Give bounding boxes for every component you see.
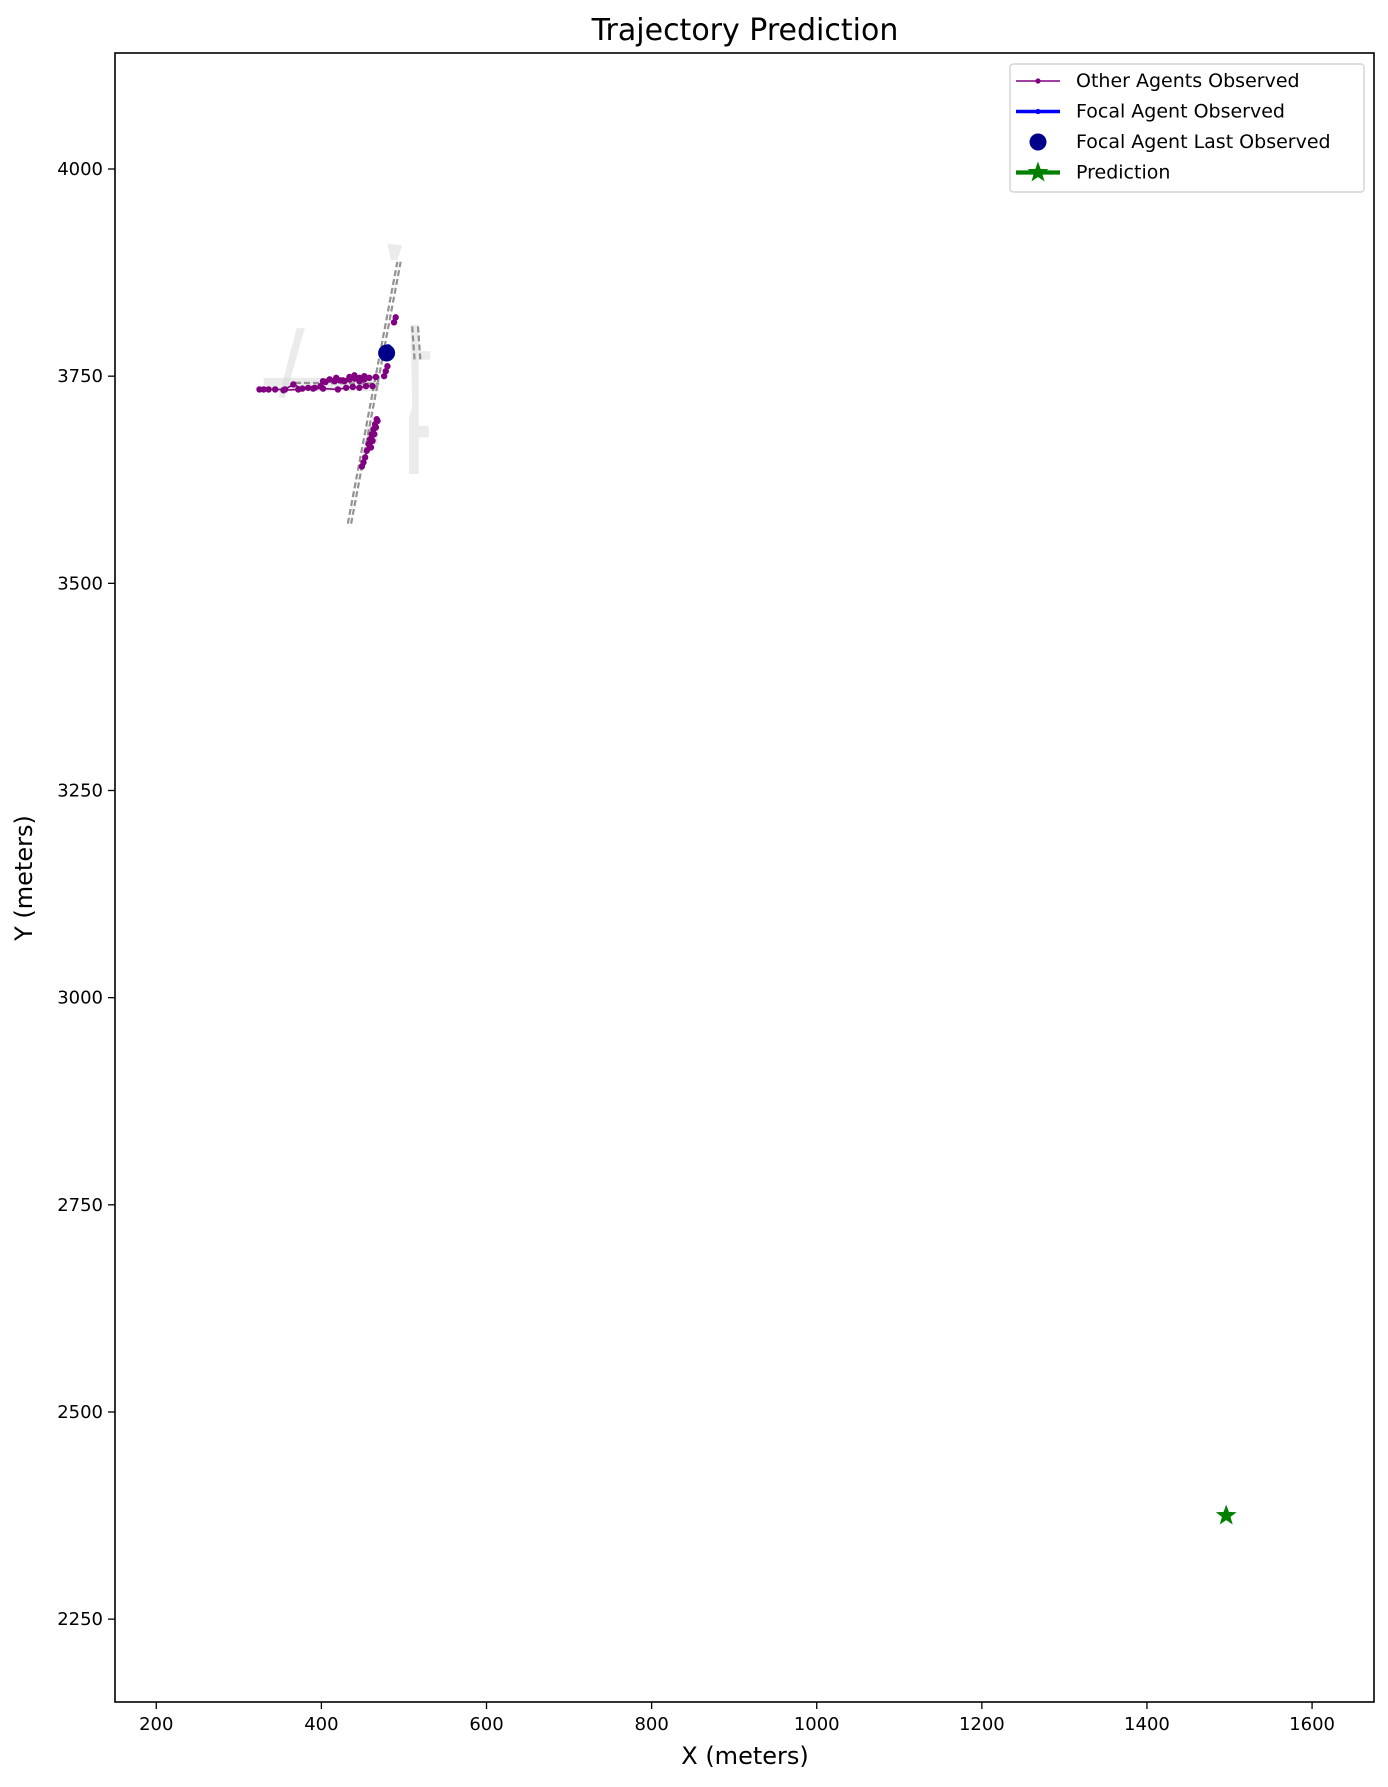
y-tick-label: 3750 (57, 366, 103, 387)
other-agent-point (369, 382, 376, 390)
legend-swatch-dot (1035, 78, 1041, 84)
focal-agent-layer (378, 344, 396, 362)
y-tick-label: 3000 (57, 988, 103, 1009)
other-agent-point (367, 444, 375, 451)
legend-label: Prediction (1076, 162, 1170, 184)
prediction-star (1215, 1504, 1237, 1525)
x-tick-label: 600 (469, 1714, 503, 1735)
other-agent-point (295, 386, 302, 393)
legend-swatch-dot (1035, 108, 1041, 115)
legend-label: Other Agents Observed (1076, 70, 1300, 92)
lane-boundary (416, 326, 422, 362)
other-agent-point (392, 314, 399, 321)
other-agent-point (361, 372, 368, 380)
other-agent-point (371, 430, 378, 438)
other-agents-layer (256, 314, 399, 470)
y-axis-ticks: 2250 2500 2750 3000 3250 3500 3750 4000 (57, 159, 115, 1630)
other-agent-point (356, 384, 363, 391)
lane-boundary (411, 326, 416, 362)
focal-agent-last-marker (378, 344, 396, 362)
map-area (278, 328, 305, 398)
other-agent-point (384, 363, 391, 370)
prediction-layer (1215, 1504, 1237, 1525)
x-tick-label: 1400 (1124, 1714, 1170, 1735)
other-agent-point (356, 374, 363, 382)
x-axis-ticks: 200 400 600 800 1000 1200 1400 1600 (139, 1702, 1335, 1735)
y-axis-label: Y (meters) (10, 815, 38, 942)
other-agent-point (339, 377, 347, 384)
other-agent-point (333, 374, 340, 382)
map-area (408, 324, 431, 474)
y-tick-label: 2500 (57, 1402, 103, 1423)
lane-boundary (294, 381, 380, 385)
x-tick-label: 800 (634, 1714, 668, 1735)
other-agent-point (382, 367, 389, 375)
other-agent-point (319, 377, 327, 385)
other-agent-point (372, 424, 380, 431)
y-tick-label: 4000 (57, 159, 103, 180)
other-agent-point (280, 387, 287, 394)
other-agent-point (265, 386, 272, 393)
chart-title: Trajectory Prediction (591, 13, 899, 48)
plot-frame (114, 52, 1375, 1703)
other-agent-point (351, 372, 358, 379)
lane-layer (294, 261, 422, 524)
other-agent-point (334, 386, 342, 393)
x-tick-label: 400 (304, 1714, 338, 1735)
other-agent-point (271, 386, 279, 393)
y-tick-label: 3250 (57, 780, 103, 801)
x-tick-label: 1200 (959, 1714, 1005, 1735)
y-tick-label: 2750 (57, 1195, 103, 1216)
other-agent-point (260, 386, 267, 393)
other-agent-point (342, 384, 350, 391)
other-agent-point (369, 437, 376, 445)
other-agent-point (390, 319, 398, 326)
legend-swatch-star (1027, 161, 1049, 182)
other-agent-point (360, 459, 367, 466)
legend-label: Focal Agent Observed (1076, 101, 1285, 123)
other-agent-point (319, 385, 327, 392)
other-agent-point (372, 373, 380, 381)
other-agent-point (326, 376, 333, 383)
other-agent-point (346, 373, 353, 381)
map-area (387, 243, 403, 261)
other-agent-point (374, 417, 381, 425)
legend-box (1009, 63, 1365, 193)
other-agent-point (361, 454, 369, 461)
legend: Other Agents Observed Focal Agent Observe… (1009, 63, 1365, 193)
x-tick-label: 1600 (1289, 1714, 1335, 1735)
legend-swatch-marker (1029, 133, 1047, 151)
legend-label: Focal Agent Last Observed (1076, 131, 1331, 153)
other-agent-point (309, 385, 317, 392)
other-agent-point (362, 382, 370, 390)
x-tick-label: 1000 (794, 1714, 840, 1735)
y-tick-label: 3500 (57, 573, 103, 594)
other-agent-track (283, 385, 373, 392)
other-agent-point (290, 381, 297, 388)
other-agent-point (380, 372, 388, 380)
x-tick-label: 200 (139, 1714, 173, 1735)
x-axis-label: X (meters) (681, 1742, 809, 1770)
other-agent-point (349, 383, 356, 391)
other-agent-point (366, 374, 373, 382)
y-tick-label: 2250 (57, 1609, 103, 1630)
